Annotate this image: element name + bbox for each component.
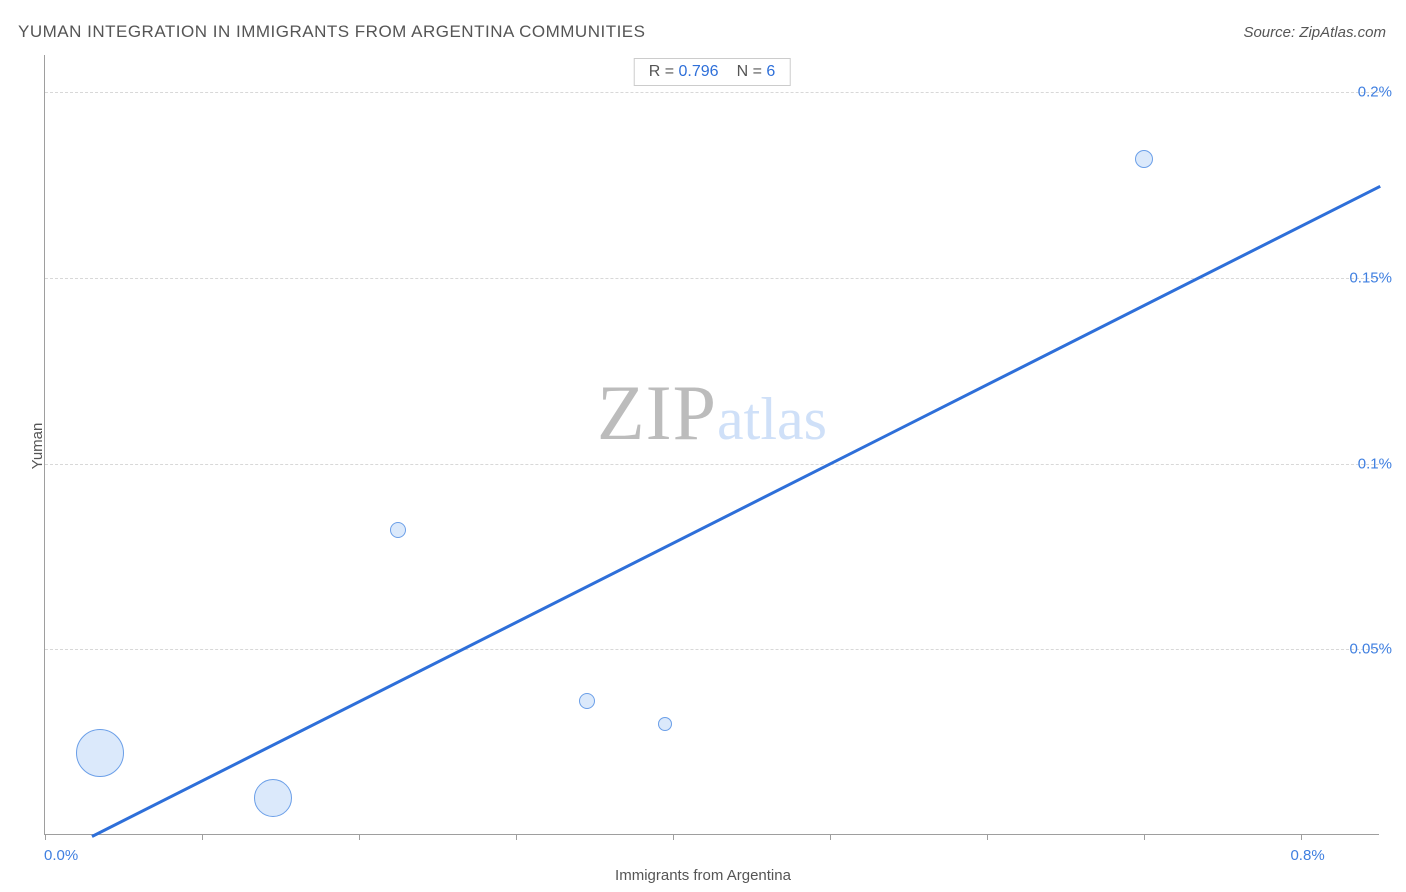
data-point	[658, 717, 672, 731]
gridline	[45, 92, 1379, 93]
chart-title: YUMAN INTEGRATION IN IMMIGRANTS FROM ARG…	[18, 22, 645, 42]
data-point	[390, 522, 406, 538]
y-tick-label: 0.1%	[1358, 455, 1392, 472]
x-axis-label: Immigrants from Argentina	[615, 867, 791, 884]
x-tick-label: 0.8%	[1290, 847, 1324, 864]
watermark-zip: ZIP	[597, 369, 717, 456]
r-stat: R = 0.796	[649, 63, 719, 81]
stats-legend: R = 0.796 N = 6	[634, 58, 791, 86]
data-point	[76, 729, 124, 777]
x-tick-label: 0.0%	[44, 847, 78, 864]
x-tick	[673, 834, 674, 840]
x-tick	[830, 834, 831, 840]
scatter-plot: R = 0.796 N = 6 ZIPatlas	[44, 55, 1379, 835]
x-tick	[45, 834, 46, 840]
watermark: ZIPatlas	[597, 368, 827, 458]
n-value: 6	[766, 63, 775, 80]
gridline	[45, 649, 1379, 650]
watermark-atlas: atlas	[717, 386, 827, 452]
y-tick-label: 0.15%	[1349, 269, 1392, 286]
data-point	[579, 693, 595, 709]
gridline	[45, 278, 1379, 279]
data-point	[1135, 150, 1153, 168]
x-tick	[1144, 834, 1145, 840]
r-label: R =	[649, 63, 674, 80]
gridline	[45, 464, 1379, 465]
data-point	[254, 779, 292, 817]
y-tick-label: 0.05%	[1349, 641, 1392, 658]
x-tick	[516, 834, 517, 840]
source-attribution: Source: ZipAtlas.com	[1243, 24, 1386, 41]
x-tick	[202, 834, 203, 840]
x-tick	[359, 834, 360, 840]
trend-line	[91, 185, 1380, 838]
n-stat: N = 6	[737, 63, 776, 81]
r-value: 0.796	[679, 63, 719, 80]
n-label: N =	[737, 63, 762, 80]
x-tick	[987, 834, 988, 840]
y-tick-label: 0.2%	[1358, 84, 1392, 101]
x-tick	[1301, 834, 1302, 840]
